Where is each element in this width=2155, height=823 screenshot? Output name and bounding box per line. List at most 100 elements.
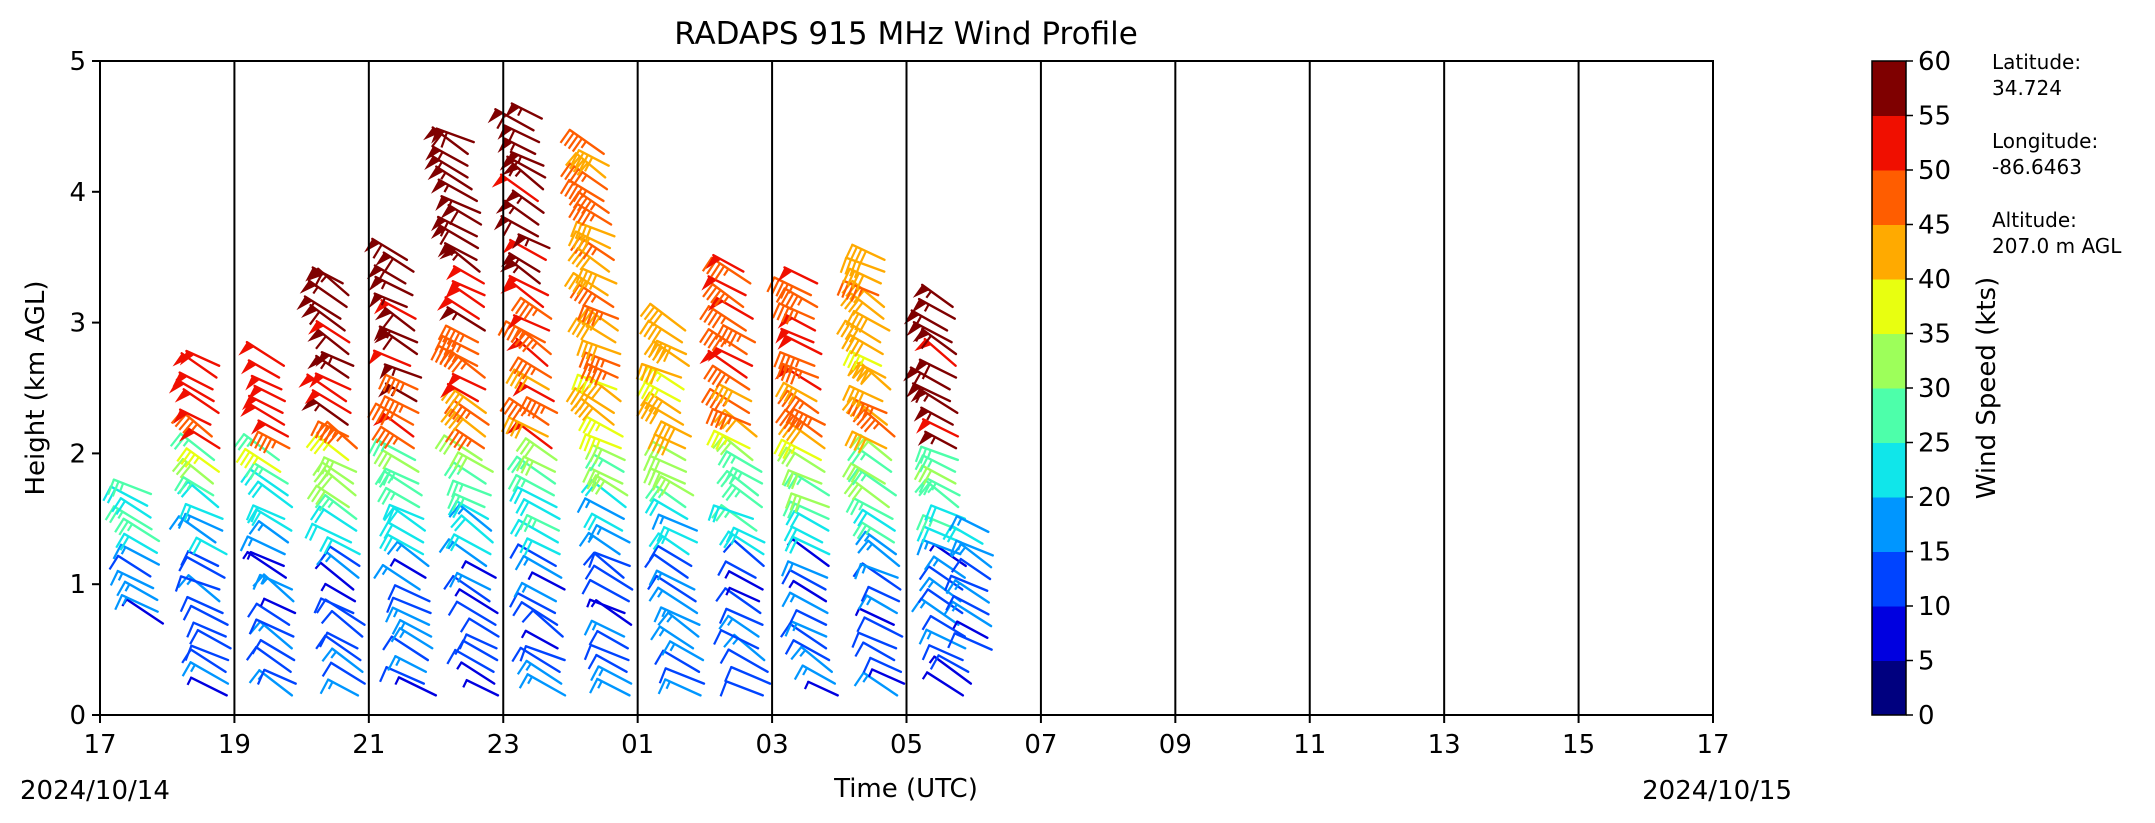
barb-flag xyxy=(308,321,325,335)
barb-feather xyxy=(531,403,542,419)
longitude-value: -86.6463 xyxy=(1992,155,2082,179)
wind-barb xyxy=(512,233,551,250)
barb-half-feather xyxy=(734,490,741,498)
barb-staff xyxy=(499,173,539,203)
wind-barb xyxy=(387,655,428,674)
barb-staff xyxy=(255,602,291,626)
barb-flag xyxy=(425,146,441,161)
barb-staff xyxy=(593,551,631,568)
wind-barb xyxy=(179,595,224,615)
barb-feather xyxy=(854,315,864,331)
barb-flag xyxy=(366,265,383,280)
barb-feather xyxy=(776,305,785,321)
barb-flag xyxy=(500,281,518,294)
barb-feather xyxy=(652,400,664,416)
barb-half-feather xyxy=(923,394,930,403)
barb-feather xyxy=(442,327,452,343)
barb-feather xyxy=(516,660,528,675)
barb-staff xyxy=(116,569,155,590)
wind-barb xyxy=(521,609,564,638)
barb-feather xyxy=(387,506,396,523)
wind-barb xyxy=(563,271,609,297)
barb-feather xyxy=(929,654,940,670)
barb-feather xyxy=(586,308,595,325)
barb-feather xyxy=(321,647,334,662)
barb-staff xyxy=(259,620,293,650)
wind-barb xyxy=(176,447,221,473)
barb-feather xyxy=(585,343,594,360)
barb-feather xyxy=(854,563,862,580)
wind-barb xyxy=(781,560,829,579)
barb-feather xyxy=(559,179,571,195)
barb-flag xyxy=(500,253,517,267)
barb-feather xyxy=(723,329,734,345)
barb-staff xyxy=(516,486,558,509)
barb-feather xyxy=(521,609,534,624)
wind-barb xyxy=(721,483,763,509)
barb-staff xyxy=(531,609,564,638)
barb-feather xyxy=(653,421,663,437)
barb-staff xyxy=(707,328,748,356)
wind-barb xyxy=(703,364,751,391)
barb-feather xyxy=(387,655,397,671)
barb-feather xyxy=(658,667,667,684)
wind-barb xyxy=(788,609,828,626)
barb-feather xyxy=(948,515,958,531)
wind-barb xyxy=(867,668,906,685)
wind-barb xyxy=(449,451,494,473)
wind-barb xyxy=(912,358,958,380)
barb-half-feather xyxy=(723,510,731,519)
wind-barb xyxy=(446,265,485,285)
colorbar-tick-label: 20 xyxy=(1918,483,1951,513)
wind-barb xyxy=(321,647,364,674)
barb-feather xyxy=(582,418,593,434)
barb-feather xyxy=(506,456,518,471)
barb-half-feather xyxy=(720,339,727,348)
wind-barb xyxy=(917,430,958,450)
barb-feather xyxy=(853,435,863,451)
barb-feather xyxy=(510,328,521,344)
barb-feather xyxy=(434,434,446,450)
colorbar-label: Wind Speed (kts) xyxy=(1972,277,2002,499)
barb-feather xyxy=(854,342,865,357)
barb-staff xyxy=(452,461,487,485)
barb-flag xyxy=(440,384,456,399)
wind-barb xyxy=(784,639,831,662)
barb-staff xyxy=(651,440,687,462)
barb-feather xyxy=(715,587,727,603)
barb-feather xyxy=(378,374,387,390)
barb-feather xyxy=(719,680,728,697)
wind-barb xyxy=(385,606,431,626)
wind-barb xyxy=(847,467,897,497)
barb-feather xyxy=(315,335,327,350)
barb-flag xyxy=(906,383,922,398)
barb-half-feather xyxy=(736,334,742,343)
barb-feather xyxy=(107,479,115,496)
barb-feather xyxy=(589,367,599,384)
barb-feather xyxy=(947,632,956,649)
wind-barb xyxy=(942,524,984,545)
wind-barb xyxy=(312,461,355,485)
barb-feather xyxy=(662,425,672,441)
barb-staff xyxy=(255,618,295,638)
barb-feather xyxy=(457,436,469,451)
barb-feather xyxy=(779,283,789,299)
barb-half-feather xyxy=(658,628,665,637)
barb-flag xyxy=(439,307,456,321)
wind-barb xyxy=(181,661,230,685)
barb-staff xyxy=(379,425,415,450)
barb-staff xyxy=(786,389,820,415)
barb-feather xyxy=(189,629,199,645)
barb-staff xyxy=(185,447,221,473)
barb-feather xyxy=(790,429,802,445)
barb-half-feather xyxy=(798,401,805,410)
barb-staff xyxy=(321,461,355,485)
barb-feather xyxy=(316,456,326,473)
barb-staff xyxy=(584,433,622,450)
x-tick-label: 15 xyxy=(1562,730,1595,760)
barb-feather xyxy=(643,322,654,338)
wind-barb xyxy=(310,420,350,444)
barb-feather xyxy=(319,632,329,648)
barb-staff xyxy=(849,462,886,485)
barb-half-feather xyxy=(586,599,592,608)
